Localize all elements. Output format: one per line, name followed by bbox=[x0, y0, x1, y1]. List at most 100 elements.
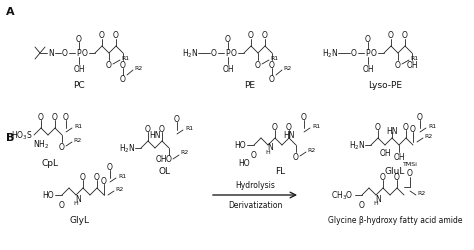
Text: O: O bbox=[365, 34, 371, 43]
Text: R2: R2 bbox=[418, 191, 426, 196]
Text: O: O bbox=[120, 60, 126, 69]
Text: OH: OH bbox=[362, 64, 374, 73]
Text: O: O bbox=[101, 176, 107, 185]
Text: O: O bbox=[159, 124, 165, 133]
Text: N: N bbox=[375, 195, 381, 204]
Text: O: O bbox=[403, 122, 409, 131]
Text: R2: R2 bbox=[284, 65, 292, 70]
Text: CH$_3$O: CH$_3$O bbox=[331, 189, 353, 202]
Text: H: H bbox=[73, 201, 78, 206]
Text: R1: R1 bbox=[428, 124, 436, 129]
Text: R2: R2 bbox=[116, 187, 124, 192]
Text: Lyso-PE: Lyso-PE bbox=[368, 81, 402, 90]
Text: OL: OL bbox=[159, 166, 171, 175]
Text: O: O bbox=[174, 114, 180, 123]
Text: R1: R1 bbox=[270, 56, 278, 61]
Text: A: A bbox=[6, 7, 15, 17]
Text: R2: R2 bbox=[74, 138, 82, 143]
Text: H: H bbox=[374, 201, 378, 206]
Text: O: O bbox=[120, 75, 126, 84]
Text: O: O bbox=[388, 31, 394, 40]
Text: O: O bbox=[410, 124, 416, 133]
Text: O: O bbox=[380, 172, 386, 181]
Text: R2: R2 bbox=[181, 150, 189, 155]
Text: Derivatization: Derivatization bbox=[228, 201, 282, 210]
Text: Hydrolysis: Hydrolysis bbox=[235, 181, 275, 190]
Text: N: N bbox=[267, 143, 273, 152]
Text: OH: OH bbox=[155, 155, 167, 164]
Text: O: O bbox=[113, 31, 119, 40]
Text: HN: HN bbox=[386, 126, 398, 135]
Text: P: P bbox=[365, 49, 370, 58]
Text: N: N bbox=[48, 49, 54, 58]
Text: O: O bbox=[99, 31, 105, 40]
Text: H$_2$N: H$_2$N bbox=[119, 142, 135, 155]
Text: GlyL: GlyL bbox=[70, 216, 90, 224]
Text: O: O bbox=[269, 75, 275, 84]
Text: HO: HO bbox=[42, 191, 54, 200]
Text: R1: R1 bbox=[118, 174, 126, 179]
Text: OH: OH bbox=[379, 149, 391, 158]
Text: O: O bbox=[293, 152, 299, 161]
Text: O: O bbox=[407, 169, 413, 178]
Text: O: O bbox=[59, 201, 65, 210]
Text: Glycine β-hydroxy fatty acid amide: Glycine β-hydroxy fatty acid amide bbox=[328, 216, 462, 224]
Text: P: P bbox=[77, 49, 82, 58]
Text: O: O bbox=[62, 49, 68, 58]
Text: O: O bbox=[94, 172, 100, 181]
Text: HN: HN bbox=[283, 130, 295, 139]
Text: O: O bbox=[301, 112, 307, 121]
Text: O: O bbox=[371, 49, 377, 58]
Text: CpL: CpL bbox=[42, 158, 58, 167]
Text: OH: OH bbox=[73, 64, 85, 73]
Text: O: O bbox=[417, 112, 423, 121]
Text: H$_2$N: H$_2$N bbox=[182, 48, 198, 60]
Text: O: O bbox=[59, 142, 65, 151]
Text: HO: HO bbox=[234, 141, 246, 150]
Text: O: O bbox=[38, 112, 44, 121]
Text: O: O bbox=[107, 162, 113, 171]
Text: O: O bbox=[145, 124, 151, 133]
Text: H$_2$N: H$_2$N bbox=[322, 48, 338, 60]
Text: O: O bbox=[359, 201, 365, 210]
Text: FL: FL bbox=[275, 166, 285, 175]
Text: O: O bbox=[262, 31, 268, 40]
Text: HO: HO bbox=[238, 158, 250, 167]
Text: O: O bbox=[166, 155, 172, 164]
Text: O: O bbox=[80, 172, 86, 181]
Text: NH$_2$: NH$_2$ bbox=[33, 138, 49, 151]
Text: R1: R1 bbox=[121, 56, 129, 61]
Text: TMSi: TMSi bbox=[402, 161, 418, 166]
Text: O: O bbox=[211, 49, 217, 58]
Text: OH: OH bbox=[406, 60, 418, 69]
Text: R1: R1 bbox=[410, 56, 418, 61]
Text: R2: R2 bbox=[308, 148, 316, 153]
Text: O: O bbox=[52, 112, 58, 121]
Text: N: N bbox=[75, 195, 81, 204]
Text: B: B bbox=[6, 132, 14, 142]
Text: R1: R1 bbox=[312, 124, 320, 129]
Text: O: O bbox=[82, 49, 88, 58]
Text: O: O bbox=[231, 49, 237, 58]
Text: GluL: GluL bbox=[385, 166, 405, 175]
Text: PC: PC bbox=[73, 81, 85, 90]
Text: R2: R2 bbox=[425, 134, 433, 139]
Text: O: O bbox=[255, 60, 261, 69]
Text: O: O bbox=[63, 112, 69, 121]
Text: O: O bbox=[272, 122, 278, 131]
Text: H$_2$N: H$_2$N bbox=[349, 139, 365, 152]
Text: O: O bbox=[395, 60, 401, 69]
Text: O: O bbox=[106, 60, 112, 69]
Text: R2: R2 bbox=[135, 65, 143, 70]
Text: O: O bbox=[76, 34, 82, 43]
Text: HO$_3$S: HO$_3$S bbox=[11, 129, 33, 142]
Text: O: O bbox=[394, 172, 400, 181]
Text: OH: OH bbox=[393, 152, 405, 161]
Text: P: P bbox=[226, 49, 230, 58]
Text: HN: HN bbox=[149, 130, 161, 139]
Text: OH: OH bbox=[222, 64, 234, 73]
Text: O: O bbox=[251, 151, 257, 160]
Text: O: O bbox=[269, 60, 275, 69]
Text: O: O bbox=[402, 31, 408, 40]
Text: O: O bbox=[225, 34, 231, 43]
